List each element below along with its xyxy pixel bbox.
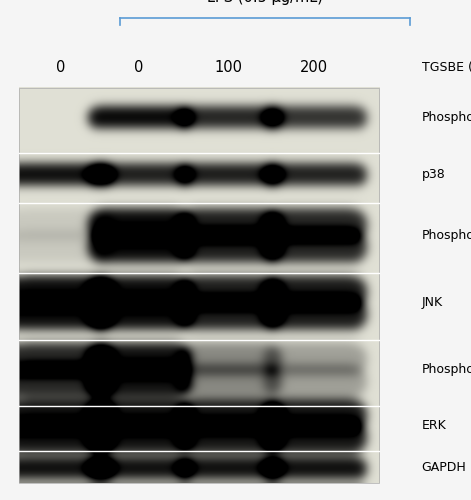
Text: p38: p38	[422, 168, 445, 181]
Text: 100: 100	[215, 60, 243, 75]
Text: LPS (0.5 μg/mL): LPS (0.5 μg/mL)	[207, 0, 323, 5]
Text: GAPDH: GAPDH	[422, 461, 466, 474]
Text: ERK: ERK	[422, 419, 447, 432]
Text: TGSBE (μg/mL): TGSBE (μg/mL)	[422, 61, 471, 74]
Text: Phospho-p38: Phospho-p38	[422, 111, 471, 124]
Text: JNK: JNK	[422, 296, 443, 309]
Text: Phospho-JNK: Phospho-JNK	[422, 229, 471, 242]
Text: 0: 0	[56, 60, 65, 75]
Text: 200: 200	[300, 60, 328, 75]
Text: 0: 0	[134, 60, 144, 75]
Bar	[19, 88, 379, 482]
Text: Phospho-ERK: Phospho-ERK	[422, 363, 471, 376]
